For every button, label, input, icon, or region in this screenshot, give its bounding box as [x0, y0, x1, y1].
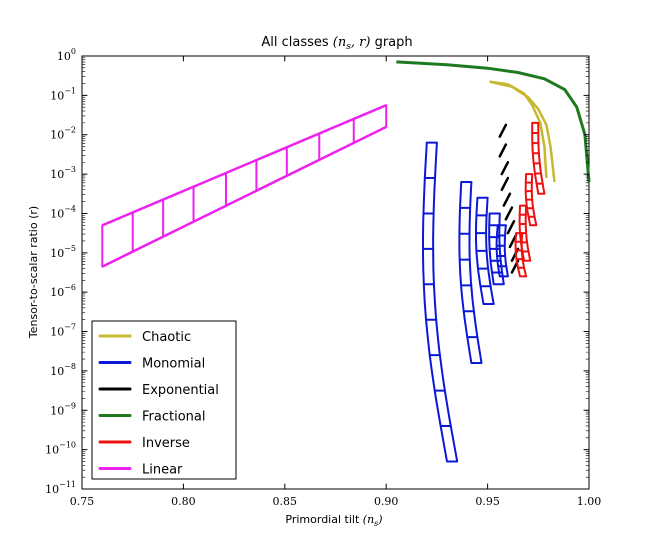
x-tick-label: 0.85 — [273, 495, 298, 508]
legend-item: Chaotic — [98, 330, 191, 345]
ladder — [495, 224, 509, 278]
band-edge-lower — [101, 125, 387, 268]
legend-item: Fractional — [98, 410, 205, 425]
dash-segment — [500, 176, 510, 192]
y-axis-ticks: 100 10−1 10−2 10−3 10−4 10−5 10−6 10−7 10−8 10−9 1… — [45, 47, 590, 496]
legend-item: Monomial — [98, 357, 205, 372]
ladder — [474, 196, 495, 305]
y-tick-label: 10−8 — [50, 362, 76, 378]
ladder — [421, 141, 459, 463]
legend-label: Fractional — [142, 410, 205, 425]
legend-item: Linear — [98, 463, 183, 478]
ladder-rail — [537, 122, 546, 194]
series-inverse — [514, 121, 546, 278]
series-monomial — [421, 141, 509, 463]
legend-label: Inverse — [142, 436, 190, 451]
legend-label: Chaotic — [142, 330, 191, 345]
x-tick-label: 0.90 — [374, 495, 399, 508]
y-tick-label: 10−11 — [45, 480, 76, 496]
dash-segment — [500, 161, 510, 176]
x-tick-label: 1.00 — [577, 495, 602, 508]
x-tick-label: 0.75 — [70, 495, 95, 508]
ladder-rail — [458, 181, 473, 364]
legend-label: Linear — [142, 463, 183, 478]
dash-segment — [504, 206, 514, 221]
series-fractional — [396, 60, 591, 183]
series-chaotic — [489, 80, 556, 183]
ladder — [524, 173, 538, 227]
series-line — [396, 60, 591, 183]
y-tick-label: 10−5 — [50, 244, 76, 260]
band-edge-upper — [101, 104, 387, 227]
x-tick-label: 0.95 — [475, 495, 500, 508]
y-axis-label: Tensor-to-scalar ratio (r) — [27, 206, 40, 339]
ladder — [531, 121, 546, 195]
y-tick-label: 10−9 — [50, 401, 76, 417]
ladder — [458, 180, 483, 365]
ladder-rail — [531, 122, 540, 194]
x-axis-label: Primordial tilt (ns) — [285, 513, 382, 528]
y-tick-label: 10−6 — [50, 283, 76, 299]
ladder-rail — [503, 225, 509, 277]
y-tick-label: 10−4 — [50, 204, 76, 220]
legend-items: Chaotic Monomial Exponential Fractional Inve… — [98, 330, 219, 478]
y-tick-label: 10−2 — [50, 126, 76, 142]
ladder-rail — [422, 142, 448, 462]
dash-segment — [498, 123, 508, 138]
dash-segment — [498, 143, 508, 158]
ladder-rail — [468, 181, 483, 364]
legend: Chaotic Monomial Exponential Fractional Inve… — [91, 320, 237, 480]
legend-item: Exponential — [98, 383, 219, 398]
dash-segment — [506, 220, 516, 235]
ladder-rail — [495, 225, 501, 277]
ladder — [514, 232, 528, 278]
chart-title: All classes (ns, r) graph — [261, 35, 412, 52]
legend-box — [91, 320, 237, 480]
band-edge-upper — [489, 80, 548, 179]
y-tick-label: 10−3 — [50, 165, 76, 181]
y-tick-label: 100 — [57, 47, 76, 63]
y-tick-label: 10−10 — [45, 441, 76, 457]
dash-segment — [502, 192, 512, 207]
ladder-rail — [520, 233, 528, 277]
ladder-rail — [514, 233, 521, 277]
ladder-rail — [432, 142, 459, 462]
legend-label: Exponential — [142, 383, 219, 398]
x-axis-ticks: 0.75 0.80 0.85 0.90 0.95 1.00 — [70, 55, 602, 508]
x-tick-label: 0.80 — [171, 495, 196, 508]
series-linear — [101, 104, 388, 268]
legend-item: Inverse — [98, 436, 190, 451]
y-tick-label: 10−7 — [50, 323, 76, 339]
y-tick-label: 10−1 — [50, 86, 76, 102]
legend-label: Monomial — [142, 357, 205, 372]
series-layer — [101, 60, 591, 463]
